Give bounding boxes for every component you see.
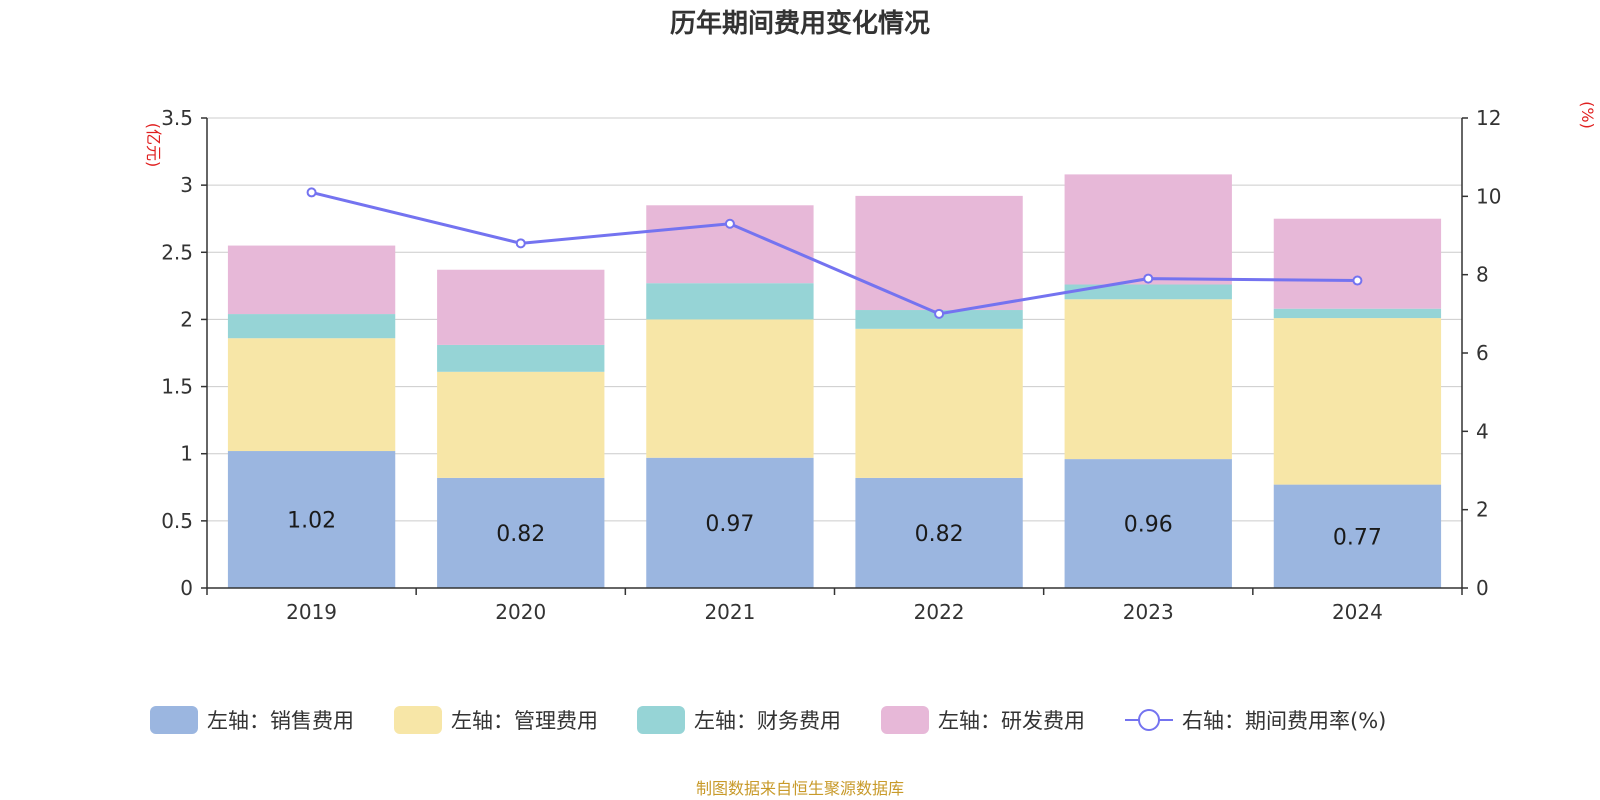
x-tick-label: 2020 [495, 600, 546, 624]
bar-segment [437, 371, 605, 478]
left-tick-label: 0 [180, 576, 193, 600]
bar-segment [855, 310, 1023, 329]
bar-segment [227, 245, 396, 315]
bar-segment [1064, 174, 1232, 285]
bar-segment [227, 451, 396, 588]
data-label: 0.82 [496, 522, 545, 547]
legend-label: 右轴：期间费用率(%) [1182, 709, 1386, 733]
data-labels: 1.02 0.82 0.97 0.82 0.96 0.77 [287, 509, 1382, 551]
legend-swatch [637, 706, 685, 734]
x-tick-label: 2024 [1332, 600, 1383, 624]
bar-segment [227, 314, 396, 339]
chart-title: 历年期间费用变化情况 [670, 8, 930, 39]
bar-segment [646, 457, 814, 588]
data-source: 制图数据来自恒生聚源数据库 [696, 779, 904, 798]
rate-point [515, 238, 526, 249]
axes: 0 0.5 1 1.5 2 2.5 3 3.5 0 2 4 6 8 10 12 2019 2020 2021 202… [161, 106, 1501, 624]
legend-swatch [150, 706, 198, 734]
bar-segment [227, 338, 396, 452]
x-tick-label: 2019 [286, 600, 337, 624]
right-tick-label: 0 [1476, 576, 1489, 600]
left-tick-label: 3 [180, 173, 193, 197]
right-axis-unit: (%) [1578, 101, 1597, 129]
x-tick-label: 2021 [704, 600, 755, 624]
bar-segment [1273, 308, 1442, 319]
bar-segment [437, 269, 605, 345]
bar-segment [855, 477, 1023, 588]
rate-point [724, 218, 735, 229]
legend-label: 左轴：财务费用 [694, 709, 841, 733]
bar-segment [1273, 484, 1442, 588]
legend: 左轴：销售费用 左轴：管理费用 左轴：财务费用 左轴：研发费用 右轴：期间费用率(%) [150, 706, 1386, 734]
rate-point [1352, 275, 1363, 286]
legend-swatch [881, 706, 929, 734]
bar-segment [646, 283, 814, 320]
right-tick-label: 10 [1476, 184, 1501, 208]
bar-segment [646, 319, 814, 458]
bar-segment [855, 195, 1023, 311]
left-tick-label: 0.5 [161, 509, 193, 533]
bar-segment [1273, 218, 1442, 309]
x-tick-label: 2022 [914, 600, 965, 624]
gridlines [207, 117, 1462, 522]
data-label: 0.97 [705, 512, 754, 537]
x-tick-label: 2023 [1123, 600, 1174, 624]
legend-label: 左轴：研发费用 [938, 709, 1085, 733]
bar-segment [1273, 318, 1442, 485]
right-tick-label: 8 [1476, 263, 1489, 287]
left-axis-unit: (亿元) [144, 123, 163, 168]
right-tick-label: 4 [1476, 419, 1489, 443]
right-tick-label: 2 [1476, 498, 1489, 522]
bar-segment [1064, 284, 1232, 300]
left-tick-label: 1 [180, 442, 193, 466]
bar-segment [1064, 299, 1232, 460]
bar-segment [855, 328, 1023, 478]
right-tick-label: 12 [1476, 106, 1501, 130]
bar-segment [437, 477, 605, 588]
left-tick-label: 2 [180, 307, 193, 331]
legend-label: 左轴：销售费用 [207, 709, 354, 733]
left-tick-label: 3.5 [161, 106, 193, 130]
legend-swatch [394, 706, 442, 734]
bar-segment [646, 205, 814, 284]
data-label: 0.77 [1333, 525, 1382, 550]
bars [227, 174, 1442, 588]
left-tick-label: 1.5 [161, 375, 193, 399]
rate-line-path [311, 190, 1358, 316]
data-label: 1.02 [287, 509, 336, 534]
legend-label: 左轴：管理费用 [451, 709, 598, 733]
bar-segment [437, 344, 605, 372]
bar-segment [1064, 459, 1232, 588]
legend-swatch-marker [1138, 709, 1160, 731]
left-tick-label: 2.5 [161, 240, 193, 264]
data-label: 0.96 [1124, 513, 1173, 538]
right-tick-label: 6 [1476, 341, 1489, 365]
data-label: 0.82 [915, 522, 964, 547]
rate-point [934, 308, 945, 319]
rate-point [306, 187, 317, 198]
rate-point [1143, 273, 1154, 284]
rate-line [306, 187, 1363, 319]
